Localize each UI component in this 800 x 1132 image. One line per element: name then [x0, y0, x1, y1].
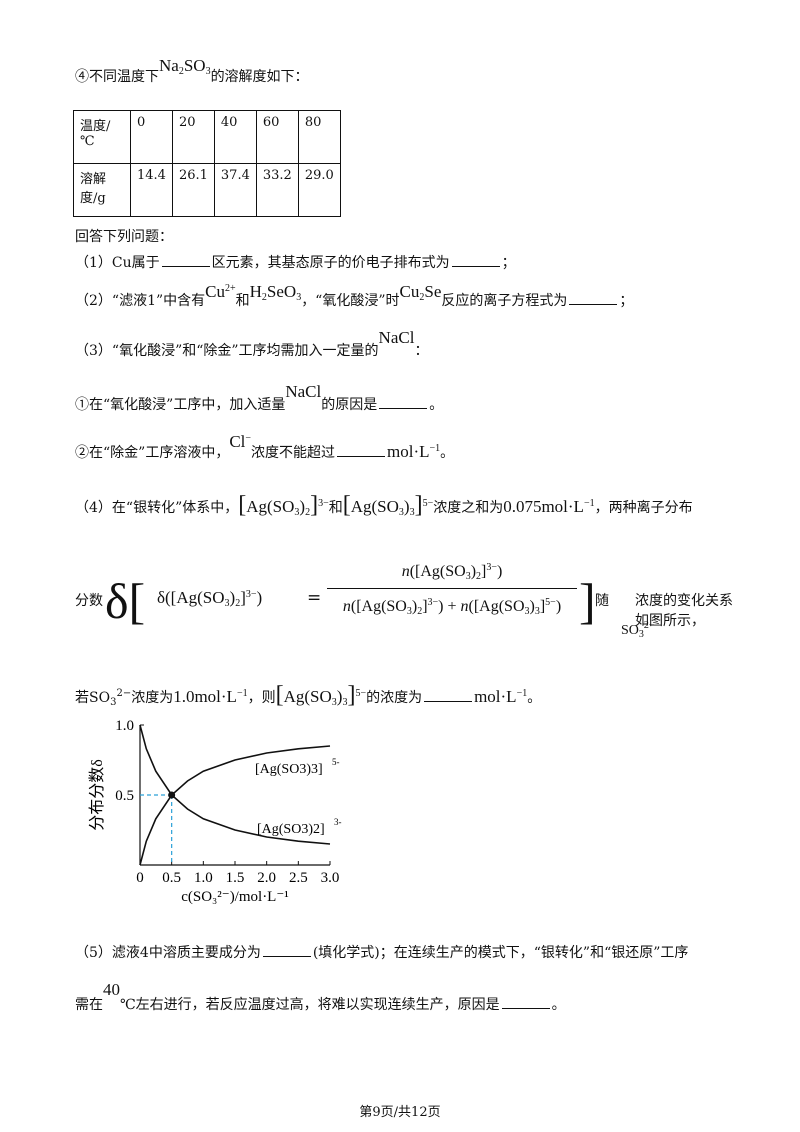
series-label-upper-charge: 5-	[332, 757, 340, 767]
table-cell: 0	[130, 110, 173, 164]
question-3-2: ②在“除金”工序溶液中，Cl−浓度不能超过 mol·L−1。	[75, 432, 455, 461]
table-cell: 37.4	[213, 163, 257, 217]
temperature-value: 40	[103, 980, 120, 999]
delta-expression: δ([Ag(SO3)2]3−)	[157, 588, 263, 609]
solubility-table: 温度/℃ 0 20 40 60 80 溶解度/g 14.4 26.1 37.4 …	[73, 110, 341, 217]
solubility-header: 溶解度/g	[73, 163, 131, 217]
x-tick-label: 2.5	[289, 870, 308, 886]
answer-blank	[337, 444, 386, 457]
na2so3-formula: Na2SO3	[159, 56, 211, 77]
table-cell: 14.4	[130, 163, 173, 217]
question-1: （1）Cu属于 区元素，其基态原子的价电子排布式为；	[75, 254, 516, 271]
question-3-1: ①在“氧化酸浸”工序中，加入适量NaCl的原因是。	[75, 382, 444, 413]
y-tick-label: 0.5	[115, 788, 134, 804]
nacl-formula: NaCl	[285, 382, 322, 401]
table-cell: 40	[213, 110, 257, 164]
unit-text: mol·L−1	[474, 687, 528, 706]
answer-blank	[424, 689, 473, 702]
question-2: （2）“滤液1”中含有Cu2+和H2SeO3，“氧化酸浸”时Cu2Se反应的离子…	[75, 282, 634, 309]
ag-so3-3-ion: [Ag(SO3)3]5−	[342, 492, 434, 518]
series-label-lower: [Ag(SO3)2]	[257, 822, 325, 837]
series-ag-so3-3-curve	[139, 745, 331, 866]
x-tick-label: 3.0	[321, 870, 340, 886]
page-footer: 第9页/共12页	[359, 1105, 441, 1120]
answer-prompt: 回答下列问题：	[75, 229, 173, 245]
series-label-lower-charge: 3-	[334, 817, 342, 827]
intro-text: ④不同温度下	[75, 69, 159, 85]
nacl-formula: NaCl	[378, 328, 415, 347]
x-tick-label: 2.0	[257, 870, 276, 886]
solubility-intro: ④不同温度下Na2SO3的溶解度如下：	[75, 56, 309, 87]
question-3: （3）“氧化酸浸”和“除金”工序均需加入一定量的NaCl：	[75, 328, 429, 359]
unit-text: mol·L−1	[387, 442, 441, 461]
question-5-b: 需在40℃左右进行，若反应温度过高，将难以实现连续生产，原因是。	[75, 980, 566, 1013]
formula-suffix-a: 随	[595, 593, 609, 609]
x-tick-label: 1.0	[194, 870, 213, 886]
answer-blank	[451, 254, 500, 267]
fraction-denominator: n([Ag(SO3)2]3−) + n([Ag(SO3)3]5−)	[342, 597, 562, 617]
answer-blank	[379, 396, 428, 409]
x-tick-label: 0	[136, 870, 144, 886]
left-bracket: δ[	[105, 573, 146, 629]
x-tick-label: 0.5	[162, 870, 181, 886]
answer-blank	[569, 292, 618, 305]
fraction: n([Ag(SO3)2]3−) n([Ag(SO3)2]3−) + n([Ag(…	[327, 562, 577, 617]
fraction-numerator: n([Ag(SO3)2]3−)	[327, 562, 577, 589]
ag-so3-3-ion: [Ag(SO3)3]5−	[275, 682, 367, 708]
question-4: （4）在“银转化”体系中，[Ag(SO3)2]3−和[Ag(SO3)3]5−浓度…	[75, 492, 693, 518]
formula-prefix: 分数	[75, 593, 103, 609]
temperature-row: 温度/℃ 0 20 40 60 80	[73, 110, 341, 164]
table-cell: 60	[255, 110, 299, 164]
h2seo3-formula: H2SeO3	[249, 282, 302, 303]
equals-sign: =	[307, 588, 322, 608]
answer-blank	[262, 944, 311, 957]
total-concentration: 0.075mol·L−1	[503, 497, 595, 516]
distribution-fraction-formula: 分数 δ[ δ([Ag(SO3)2]3−) = n([Ag(SO3)2]3−) …	[75, 560, 735, 640]
distribution-chart: 0 0.5 1.0 1.5 2.0 2.5 3.0 0.5 1.0 分布分数δ c(SO₃²⁻)/m…	[88, 718, 342, 905]
question-4-last: 若SO32−浓度为1.0mol·L−1，则[Ag(SO3)3]5−的浓度为 mol…	[75, 682, 542, 708]
intersection-point	[168, 791, 176, 799]
given-concentration: 1.0mol·L−1	[173, 687, 248, 706]
answer-blank	[161, 254, 210, 267]
table-cell: 29.0	[297, 163, 341, 217]
ag-so3-2-ion: [Ag(SO3)2]3−	[238, 492, 329, 518]
question-5: （5）滤液4中溶质主要成分为 (填化学式)；在连续生产的模式下，“银转化”和“银还…	[75, 944, 689, 961]
series-label-upper: [Ag(SO3)3]	[255, 762, 323, 777]
table-cell: 80	[297, 110, 341, 164]
intro-suffix: 的溶解度如下：	[210, 69, 309, 85]
solubility-row: 溶解度/g 14.4 26.1 37.4 33.2 29.0	[73, 163, 341, 217]
cu2plus-formula: Cu2+	[205, 282, 236, 301]
cu2se-formula: Cu2Se	[399, 282, 442, 303]
answer-blank	[501, 996, 550, 1009]
table-cell: 20	[171, 110, 215, 164]
x-axis-label: c(SO₃²⁻)/mol·L⁻¹	[181, 889, 289, 905]
series-ag-so3-2-curve	[139, 724, 331, 845]
table-cell: 33.2	[255, 163, 299, 217]
x-tick-label: 1.5	[226, 870, 245, 886]
y-axis-label: 分布分数δ	[88, 759, 106, 831]
formula-suffix-b: 浓度的变化关系如图所示，	[635, 593, 733, 629]
chloride-formula: Cl−	[229, 432, 252, 451]
table-cell: 26.1	[171, 163, 215, 217]
right-bracket: ]	[579, 573, 596, 629]
sulfite-formula: SO32−	[621, 620, 655, 640]
temperature-header: 温度/℃	[73, 110, 131, 164]
y-tick-label: 1.0	[115, 718, 134, 734]
